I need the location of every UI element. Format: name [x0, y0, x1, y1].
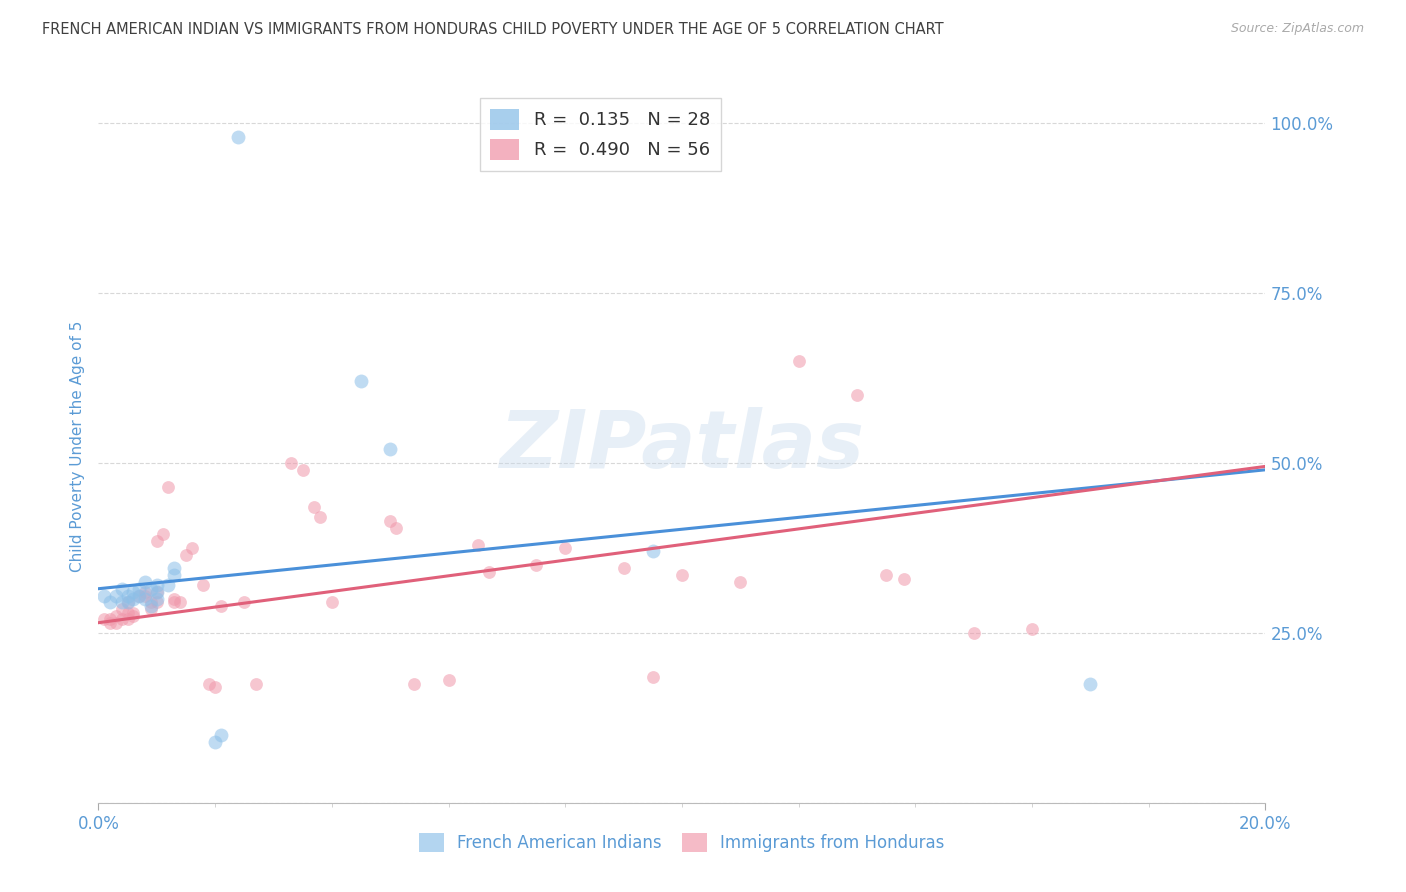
- Point: [111, 595, 134, 609]
- Point: [93, 612, 115, 626]
- Point: [98, 595, 121, 609]
- Point: [146, 585, 169, 599]
- Point: [437, 673, 460, 688]
- Point: [893, 572, 915, 586]
- Point: [163, 591, 186, 606]
- Point: [846, 388, 869, 402]
- Point: [163, 561, 186, 575]
- Legend: French American Indians, Immigrants from Honduras: French American Indians, Immigrants from…: [412, 827, 952, 859]
- Point: [157, 480, 180, 494]
- Text: FRENCH AMERICAN INDIAN VS IMMIGRANTS FROM HONDURAS CHILD POVERTY UNDER THE AGE O: FRENCH AMERICAN INDIAN VS IMMIGRANTS FRO…: [42, 22, 943, 37]
- Point: [962, 626, 984, 640]
- Point: [380, 442, 402, 457]
- Point: [146, 578, 169, 592]
- Point: [467, 537, 489, 551]
- Point: [134, 591, 156, 606]
- Point: [139, 582, 162, 596]
- Point: [98, 612, 121, 626]
- Point: [93, 589, 115, 603]
- Point: [554, 541, 576, 555]
- Point: [1021, 623, 1043, 637]
- Point: [117, 589, 139, 603]
- Point: [146, 534, 169, 549]
- Point: [117, 595, 139, 609]
- Point: [478, 565, 501, 579]
- Point: [1080, 677, 1102, 691]
- Point: [128, 589, 150, 603]
- Point: [245, 677, 267, 691]
- Point: [204, 680, 226, 694]
- Point: [321, 595, 343, 609]
- Point: [122, 606, 145, 620]
- Point: [139, 599, 162, 613]
- Point: [198, 677, 221, 691]
- Point: [787, 354, 810, 368]
- Point: [122, 585, 145, 599]
- Point: [104, 615, 127, 630]
- Point: [402, 677, 425, 691]
- Point: [163, 595, 186, 609]
- Point: [385, 520, 408, 534]
- Point: [139, 595, 162, 609]
- Point: [204, 734, 226, 748]
- Point: [146, 591, 169, 606]
- Point: [128, 589, 150, 603]
- Point: [641, 670, 664, 684]
- Point: [157, 578, 180, 592]
- Point: [122, 608, 145, 623]
- Point: [309, 510, 332, 524]
- Point: [117, 606, 139, 620]
- Point: [209, 728, 232, 742]
- Point: [128, 582, 150, 596]
- Point: [134, 574, 156, 589]
- Point: [134, 585, 156, 599]
- Point: [104, 589, 127, 603]
- Point: [671, 568, 693, 582]
- Point: [209, 599, 232, 613]
- Point: [146, 585, 169, 599]
- Point: [524, 558, 547, 572]
- Point: [169, 595, 191, 609]
- Point: [730, 574, 752, 589]
- Point: [146, 595, 169, 609]
- Text: ZIPatlas: ZIPatlas: [499, 407, 865, 485]
- Point: [180, 541, 202, 555]
- Point: [174, 548, 197, 562]
- Y-axis label: Child Poverty Under the Age of 5: Child Poverty Under the Age of 5: [69, 320, 84, 572]
- Point: [350, 375, 373, 389]
- Point: [104, 608, 127, 623]
- Point: [875, 568, 897, 582]
- Point: [163, 568, 186, 582]
- Point: [134, 589, 156, 603]
- Point: [139, 602, 162, 616]
- Point: [111, 602, 134, 616]
- Point: [233, 595, 256, 609]
- Point: [152, 527, 174, 541]
- Point: [117, 595, 139, 609]
- Point: [612, 561, 634, 575]
- Text: Source: ZipAtlas.com: Source: ZipAtlas.com: [1230, 22, 1364, 36]
- Point: [117, 612, 139, 626]
- Point: [228, 129, 250, 144]
- Point: [122, 591, 145, 606]
- Point: [98, 615, 121, 630]
- Point: [291, 463, 314, 477]
- Point: [304, 500, 326, 515]
- Point: [111, 612, 134, 626]
- Point: [641, 544, 664, 558]
- Point: [193, 578, 215, 592]
- Point: [380, 514, 402, 528]
- Point: [111, 582, 134, 596]
- Point: [280, 456, 302, 470]
